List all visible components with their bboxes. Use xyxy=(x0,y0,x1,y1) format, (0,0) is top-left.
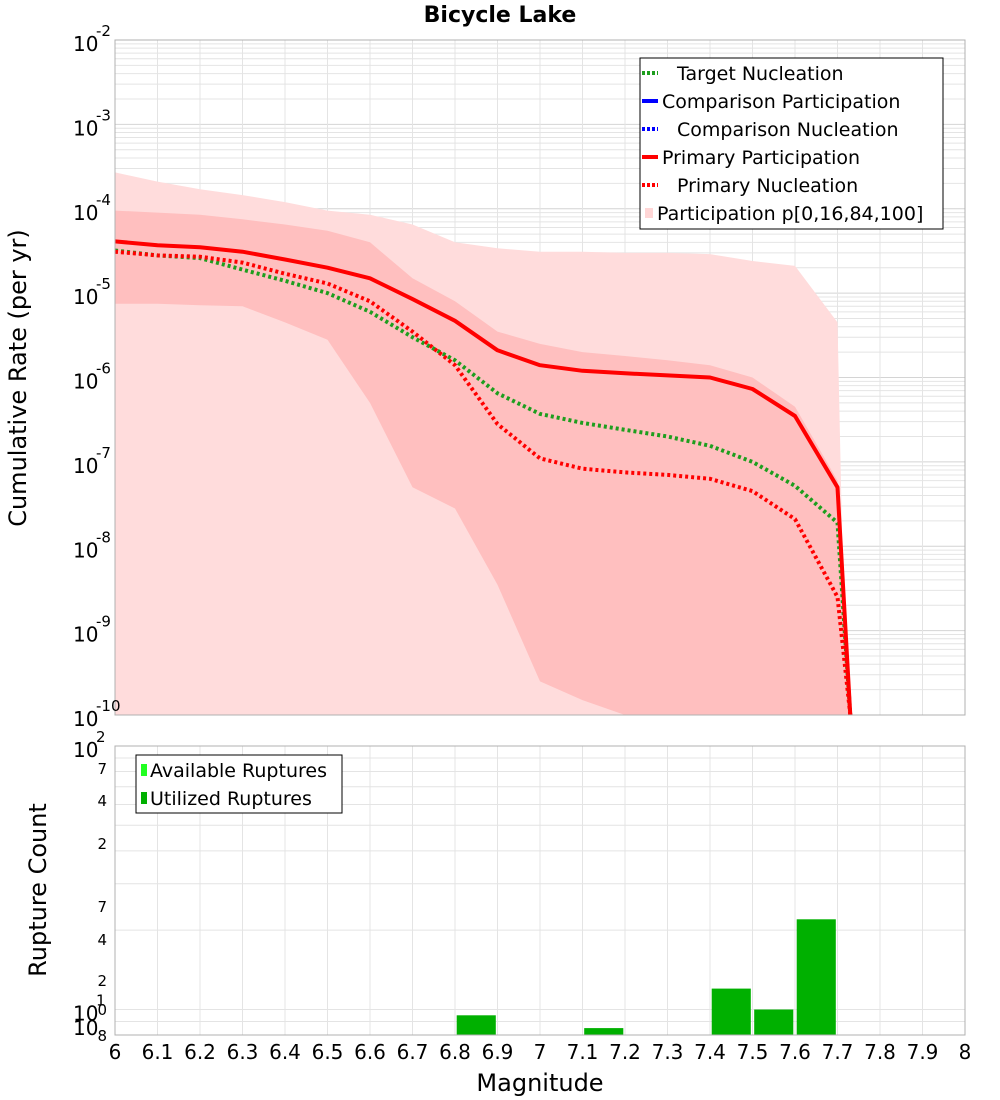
rupture-plot-frame xyxy=(114,745,966,1036)
legend-label: Participation p[0,16,84,100] xyxy=(657,203,923,225)
y-tick-label-exponent: -6 xyxy=(96,360,111,378)
legend-label: Utilized Ruptures xyxy=(150,788,312,810)
y-tick-label-base: 10 xyxy=(73,32,98,56)
rate-y-ticks: 10-210-310-410-510-610-710-810-910-10 xyxy=(73,22,121,731)
y-tick-label-base: 10 xyxy=(73,707,98,731)
rupture-bar xyxy=(711,988,751,1035)
y-tick-label-base: 10 xyxy=(73,623,98,647)
chart-title: Bicycle Lake xyxy=(424,3,577,28)
rate-plot-frame xyxy=(114,39,966,716)
x-tick-label: 6.4 xyxy=(269,1040,301,1064)
x-tick-label: 7.7 xyxy=(822,1040,854,1064)
x-tick-label: 7.9 xyxy=(907,1040,939,1064)
rupture-y-axis-label: Rupture Count xyxy=(24,803,52,977)
legend-label: Comparison Participation xyxy=(662,91,900,113)
rate-y-axis-label: Cumulative Rate (per yr) xyxy=(4,229,32,527)
series-line-primary-participation xyxy=(114,239,853,716)
x-tick-label: 7.8 xyxy=(864,1040,896,1064)
rate-series-lines xyxy=(114,239,853,716)
x-tick-label: 6.3 xyxy=(227,1040,259,1064)
x-tick-label: 8 xyxy=(959,1040,972,1064)
x-axis-label: Magnitude xyxy=(476,1069,603,1097)
rupture-bar xyxy=(456,1015,496,1035)
x-tick-label: 6.5 xyxy=(312,1040,344,1064)
y-tick-label-base: 10 xyxy=(73,538,98,562)
y-minor-tick-label: 2 xyxy=(97,835,107,853)
y-tick-label-base: 10 xyxy=(73,738,98,762)
magnitude-x-ticks: 6 6.1 6.2 6.3 6.4 6.5 6.6 6.7 6.8 6.9 7 7.1 7.2 7.3 7.… xyxy=(109,1040,972,1064)
y-tick-label-exponent: -5 xyxy=(96,275,111,293)
participation-bands xyxy=(115,172,859,715)
y-tick-label-exponent: -9 xyxy=(96,613,111,631)
rupture-bar xyxy=(584,1028,624,1035)
y-tick-label-base: 10 xyxy=(73,370,98,394)
y-tick-label-exponent: -4 xyxy=(96,191,111,209)
x-tick-label: 7 xyxy=(534,1040,547,1064)
y-tick-label-exponent: 2 xyxy=(96,728,106,746)
rupture-bar xyxy=(796,919,836,1035)
x-tick-label: 6.9 xyxy=(482,1040,514,1064)
x-tick-label: 6.7 xyxy=(397,1040,429,1064)
y-tick-label-exponent: -8 xyxy=(96,528,111,546)
x-tick-label: 7.1 xyxy=(567,1040,599,1064)
x-tick-label: 6.8 xyxy=(439,1040,471,1064)
legend-swatch xyxy=(141,764,147,776)
y-tick-label-base: 10 xyxy=(73,454,98,478)
x-tick-label: 7.6 xyxy=(779,1040,811,1064)
y-tick-label-base: 10 xyxy=(73,1016,98,1040)
y-minor-tick-label: 0 xyxy=(97,1001,107,1019)
x-tick-label: 7.4 xyxy=(694,1040,726,1064)
x-tick-label: 6 xyxy=(109,1040,122,1064)
x-tick-label: 7.5 xyxy=(737,1040,769,1064)
y-tick-label-base: 10 xyxy=(73,116,98,140)
y-tick-label-exponent: -3 xyxy=(96,106,111,124)
x-tick-label: 6.6 xyxy=(354,1040,386,1064)
y-tick-label-exponent: 1 xyxy=(96,991,106,1009)
rate-legend-box xyxy=(639,57,944,230)
legend-label: Primary Nucleation xyxy=(677,175,858,197)
y-minor-tick-label: 4 xyxy=(97,792,107,810)
band-participation-p-16-84- xyxy=(115,210,851,715)
series-line-target-nucleation xyxy=(114,248,853,716)
x-tick-label: 6.1 xyxy=(142,1040,174,1064)
legend-swatch xyxy=(645,208,653,218)
y-tick-label-exponent: -2 xyxy=(96,22,111,40)
y-minor-tick-label: 8 xyxy=(97,1027,107,1045)
legend-label: Primary Participation xyxy=(662,147,860,169)
rate-legend: Target Nucleation Comparison Participatio… xyxy=(639,57,944,230)
legend-label: Comparison Nucleation xyxy=(677,119,899,141)
rupture-bars xyxy=(456,919,836,1035)
rupture-bar xyxy=(754,1009,794,1035)
y-tick-label-base: 10 xyxy=(73,1001,98,1025)
rupture-legend-box xyxy=(135,754,343,814)
y-minor-tick-label: 7 xyxy=(97,760,107,778)
rate-plot: 10-210-310-410-510-610-710-810-910-10 Cu… xyxy=(4,22,966,731)
y-minor-tick-label: 7 xyxy=(97,898,107,916)
legend-swatch xyxy=(141,792,147,804)
x-tick-label: 7.2 xyxy=(609,1040,641,1064)
y-tick-label-base: 10 xyxy=(73,201,98,225)
y-tick-label-exponent: -10 xyxy=(96,697,121,715)
y-minor-tick-label: 2 xyxy=(97,972,107,990)
y-minor-tick-label: 4 xyxy=(97,931,107,949)
y-tick-label-exponent: -7 xyxy=(96,444,111,462)
y-tick-label-base: 10 xyxy=(73,285,98,309)
legend-label: Target Nucleation xyxy=(676,63,844,85)
series-line-primary-nucleation xyxy=(114,249,853,716)
rupture-legend: Available Ruptures Utilized Ruptures xyxy=(135,754,343,814)
x-tick-label: 6.2 xyxy=(184,1040,216,1064)
legend-label: Available Ruptures xyxy=(150,760,327,782)
x-tick-label: 7.3 xyxy=(652,1040,684,1064)
